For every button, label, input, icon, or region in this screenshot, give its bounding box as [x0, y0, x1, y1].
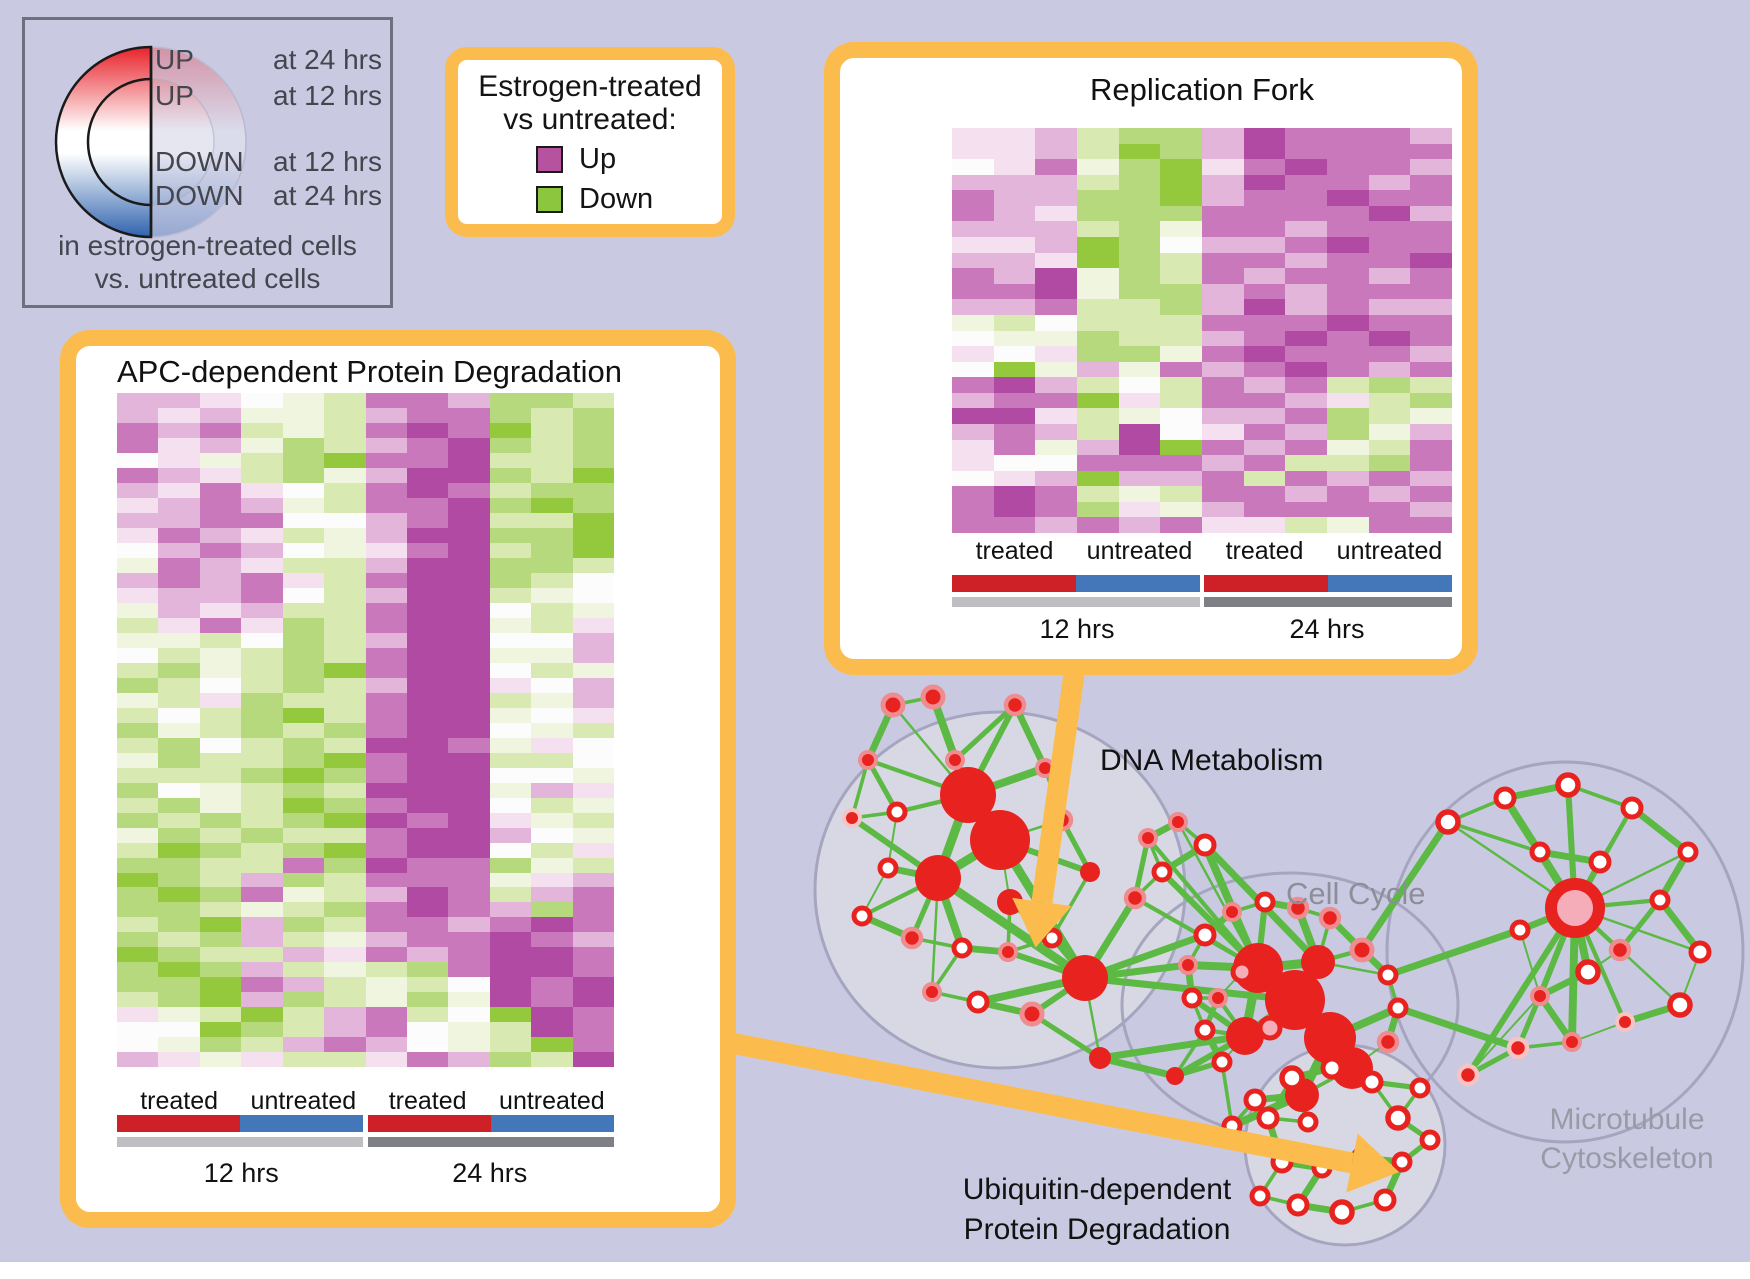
treated-bar — [368, 1115, 491, 1132]
group-label: treated — [975, 537, 1054, 565]
group-label: untreated — [1086, 537, 1193, 565]
dial-time-24: at 24 hrs — [273, 44, 382, 75]
dial-time-12b: at 12 hrs — [273, 146, 382, 177]
updown-color-legend: Estrogen-treated vs untreated: Up Down — [445, 47, 735, 237]
dial-note-line2: vs. untreated cells — [94, 263, 321, 294]
cluster-label-ubiquitin-line1: Ubiquitin-dependent — [962, 1173, 1232, 1206]
up-swatch — [536, 146, 563, 173]
apc-title: APC-dependent Protein Degradation — [117, 354, 622, 389]
hrs24-bar — [368, 1137, 614, 1147]
up-label: Up — [579, 143, 617, 175]
legend-title-line2: vs untreated: — [503, 103, 677, 136]
untreated-bar — [491, 1115, 614, 1132]
group-label: treated — [388, 1087, 467, 1115]
updown-dial-legend: UP at 24 hrs UP at 12 hrs DOWN at 12 hrs… — [22, 17, 393, 308]
dial-label-down-24: DOWN — [155, 180, 244, 211]
dial-time-24b: at 24 hrs — [273, 180, 382, 211]
treated-bar — [117, 1115, 240, 1132]
group-label: untreated — [499, 1087, 605, 1115]
group-label: untreated — [1336, 537, 1443, 565]
dial-time-12: at 12 hrs — [273, 80, 382, 111]
hrs24-bar — [1204, 597, 1452, 607]
down-label: Down — [579, 183, 654, 215]
cluster-label-cell-cycle: Cell Cycle — [1286, 876, 1426, 911]
hrs12-bar — [117, 1137, 363, 1147]
apc-panel: APC-dependent Protein Degradation treate… — [60, 330, 736, 1228]
dial-note-line1: in estrogen-treated cells — [58, 230, 357, 261]
replication-fork-title: Replication Fork — [1090, 72, 1314, 107]
dial-label-down-12: DOWN — [155, 146, 244, 177]
cluster-label-microtubule-line2: Cytoskeleton — [1540, 1142, 1714, 1175]
group-label: treated — [140, 1087, 219, 1115]
cluster-label-microtubule-line1: Microtubule — [1549, 1103, 1705, 1136]
dial-label-up-12: UP — [155, 80, 194, 111]
replication-fork-panel: Replication Fork treated untreated treat… — [824, 42, 1478, 675]
time-label-24hrs: 24 hrs — [1289, 614, 1365, 644]
untreated-bar — [1076, 575, 1200, 592]
time-label-12hrs: 12 hrs — [1039, 614, 1115, 644]
cluster-label-dna-metabolism: DNA Metabolism — [1100, 744, 1324, 777]
cluster-label-ubiquitin-line2: Protein Degradation — [963, 1213, 1231, 1246]
down-swatch — [536, 186, 563, 213]
group-label: treated — [1225, 537, 1304, 565]
treated-bar — [952, 575, 1076, 592]
untreated-bar — [240, 1115, 363, 1132]
time-label-12hrs: 12 hrs — [203, 1158, 279, 1188]
apc-heatmap — [117, 393, 615, 1068]
hrs12-bar — [952, 597, 1200, 607]
legend-title-line1: Estrogen-treated — [478, 70, 702, 103]
time-label-24hrs: 24 hrs — [452, 1158, 528, 1188]
dial-label-up-24: UP — [155, 44, 194, 75]
replication-fork-heatmap — [952, 128, 1453, 534]
group-label: untreated — [250, 1087, 357, 1115]
untreated-bar — [1328, 575, 1452, 592]
treated-bar — [1204, 575, 1328, 592]
updown-dial-icon — [54, 45, 247, 239]
